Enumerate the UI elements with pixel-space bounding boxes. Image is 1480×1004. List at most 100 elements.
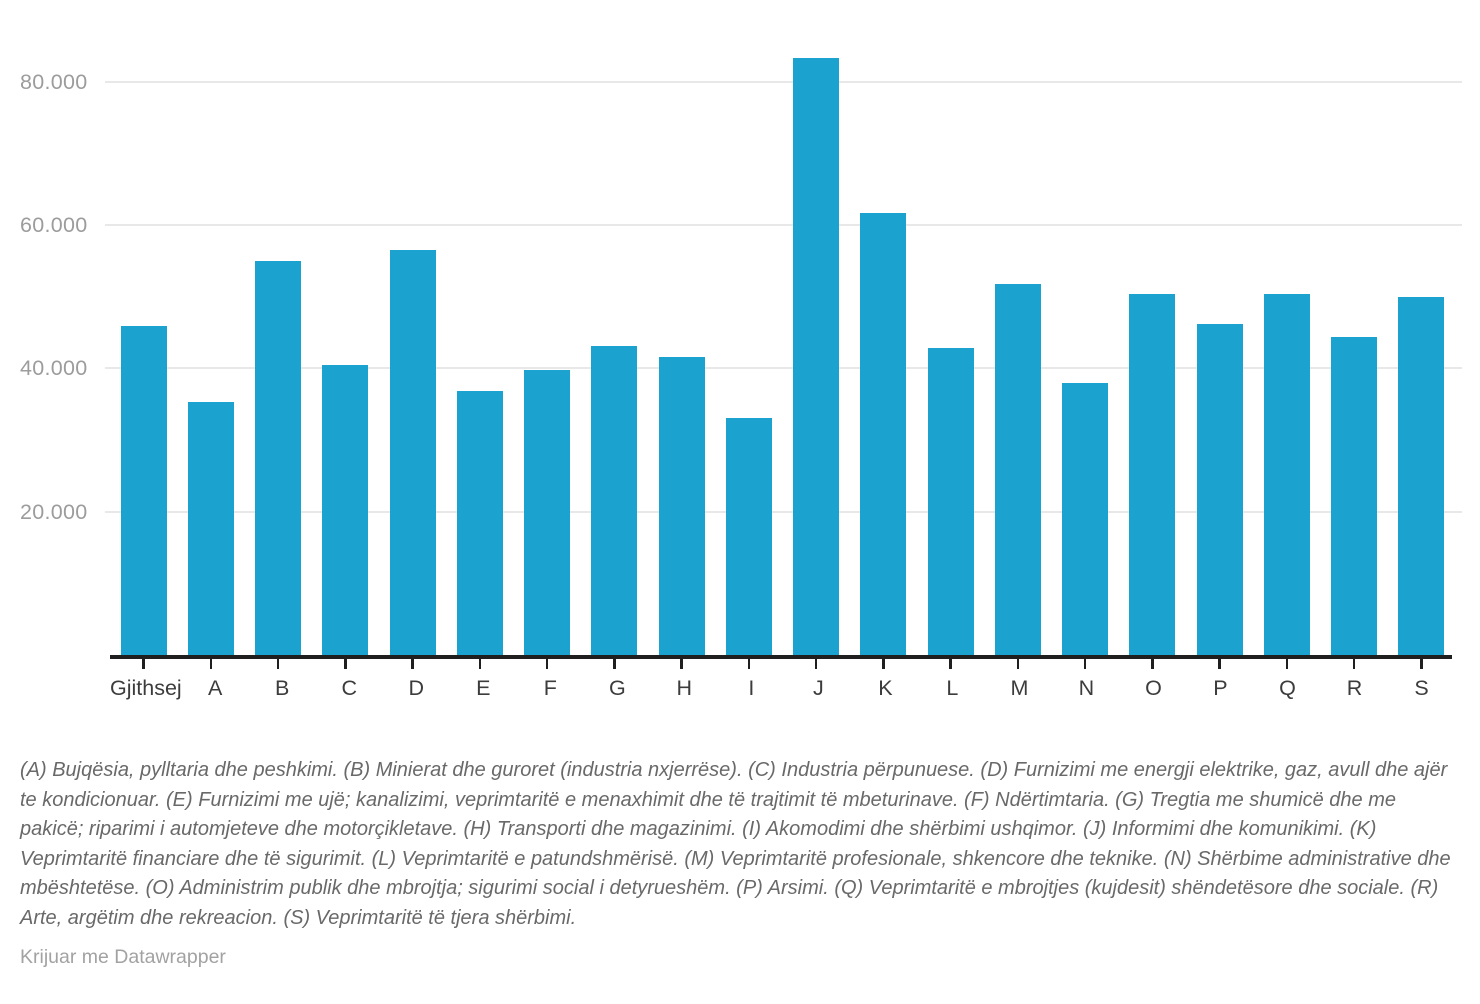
bar — [1129, 294, 1176, 655]
x-tick-label: K — [878, 676, 893, 700]
x-tick — [411, 659, 414, 669]
bar — [927, 348, 974, 655]
x-tick-label: G — [608, 676, 626, 700]
x-tick — [545, 659, 549, 669]
x-tick — [209, 659, 213, 669]
bar — [793, 58, 840, 655]
bar-slot — [514, 0, 581, 655]
x-tick-slot — [1253, 659, 1320, 669]
x-tick-slot — [514, 659, 581, 669]
x-tick-slot — [715, 659, 782, 669]
bar — [1196, 324, 1243, 655]
x-tick-label: R — [1346, 676, 1363, 700]
bar-slot — [917, 0, 984, 655]
bar — [994, 284, 1041, 655]
x-tick-label: C — [341, 676, 357, 700]
x-tick-label: E — [476, 676, 491, 700]
x-tick — [142, 659, 145, 669]
x-tick — [1285, 659, 1289, 669]
bar — [255, 261, 302, 655]
x-tick-slot — [245, 659, 312, 669]
x-tick — [276, 659, 280, 669]
x-axis-line — [110, 655, 1452, 659]
x-tick-slot — [1186, 659, 1253, 669]
x-tick-slot — [984, 659, 1051, 669]
x-tick-label: N — [1078, 676, 1095, 700]
x-tick — [344, 659, 347, 669]
bar — [860, 213, 907, 655]
bar — [524, 370, 571, 655]
bar-slot — [1186, 0, 1253, 655]
x-tick-slot — [1321, 659, 1388, 669]
x-tick-label: S — [1414, 676, 1429, 700]
bar-slot — [312, 0, 379, 655]
x-tick — [1420, 659, 1423, 669]
bar — [591, 346, 638, 655]
gridline — [105, 224, 1462, 226]
x-tick-slot — [446, 659, 513, 669]
x-tick — [1016, 659, 1020, 669]
bar — [725, 418, 772, 655]
grid-layer: 80.000 60.000 40.000 20.000 — [20, 70, 1462, 524]
x-tick-slot — [648, 659, 715, 669]
x-tick — [949, 659, 952, 669]
x-tick-label: Gjithsej — [110, 676, 182, 700]
bar-slot — [1253, 0, 1320, 655]
x-tick-slot — [379, 659, 446, 669]
x-tick-label: D — [408, 676, 425, 700]
x-tick-slot — [110, 659, 177, 669]
bar-slot — [1388, 0, 1455, 655]
bar-slot — [984, 0, 1051, 655]
x-tick-label: H — [676, 676, 693, 700]
x-tick-slot — [581, 659, 648, 669]
x-tick — [478, 659, 482, 669]
bar-slot — [1052, 0, 1119, 655]
x-tick — [1083, 659, 1087, 669]
x-tick-label: Q — [1279, 676, 1296, 700]
x-tick-label: J — [812, 676, 824, 700]
bar-slot — [715, 0, 782, 655]
y-tick-label: 60.000 — [20, 213, 88, 237]
bar-slot — [581, 0, 648, 655]
y-tick-label: 80.000 — [20, 70, 88, 94]
x-tick-label: M — [1010, 676, 1029, 700]
x-tick-slot — [1119, 659, 1186, 669]
bar-slot — [648, 0, 715, 655]
x-tick-slot — [850, 659, 917, 669]
x-tick — [882, 659, 885, 669]
x-tick-slot — [312, 659, 379, 669]
x-tick-label: B — [275, 676, 290, 700]
x-tick — [613, 659, 616, 669]
x-tick — [814, 659, 818, 669]
bar-slot — [379, 0, 446, 655]
x-tick-slot — [1388, 659, 1455, 669]
y-tick-label: 40.000 — [20, 356, 88, 380]
bar-chart: 80.000 60.000 40.000 20.000 Gjithsej A B C D E F G… — [20, 0, 1462, 701]
footnote: (A) Bujqësia, pylltaria dhe peshkimi. (B… — [20, 759, 1451, 929]
bar — [1331, 337, 1378, 655]
bars-layer — [110, 0, 1455, 655]
bar-slot — [446, 0, 513, 655]
bar-slot — [783, 0, 850, 655]
x-tick-slot — [177, 659, 244, 669]
x-tick-slot — [917, 659, 984, 669]
x-tick — [1151, 659, 1154, 669]
bar-slot — [850, 0, 917, 655]
x-axis-labels: Gjithsej A B C D E F G H I J K L M N O P Q R S — [110, 676, 1455, 701]
bar-slot — [110, 0, 177, 655]
x-tick-label: P — [1213, 676, 1228, 700]
datawrapper-credit-link[interactable]: Krijuar me Datawrapper — [20, 946, 226, 968]
x-tick-label: L — [946, 676, 959, 700]
chart-footer: (A) Bujqësia, pylltaria dhe peshkimi. (B… — [20, 756, 1462, 969]
bar-slot — [177, 0, 244, 655]
gridline — [105, 367, 1462, 369]
x-tick — [680, 659, 683, 669]
bar — [187, 402, 234, 655]
bar-slot — [1119, 0, 1186, 655]
x-ticks-layer — [110, 659, 1455, 669]
x-tick-label: O — [1145, 676, 1162, 700]
bar-slot — [245, 0, 312, 655]
bar — [389, 250, 436, 655]
x-tick-label: F — [543, 676, 557, 700]
y-tick-label: 20.000 — [20, 500, 88, 524]
